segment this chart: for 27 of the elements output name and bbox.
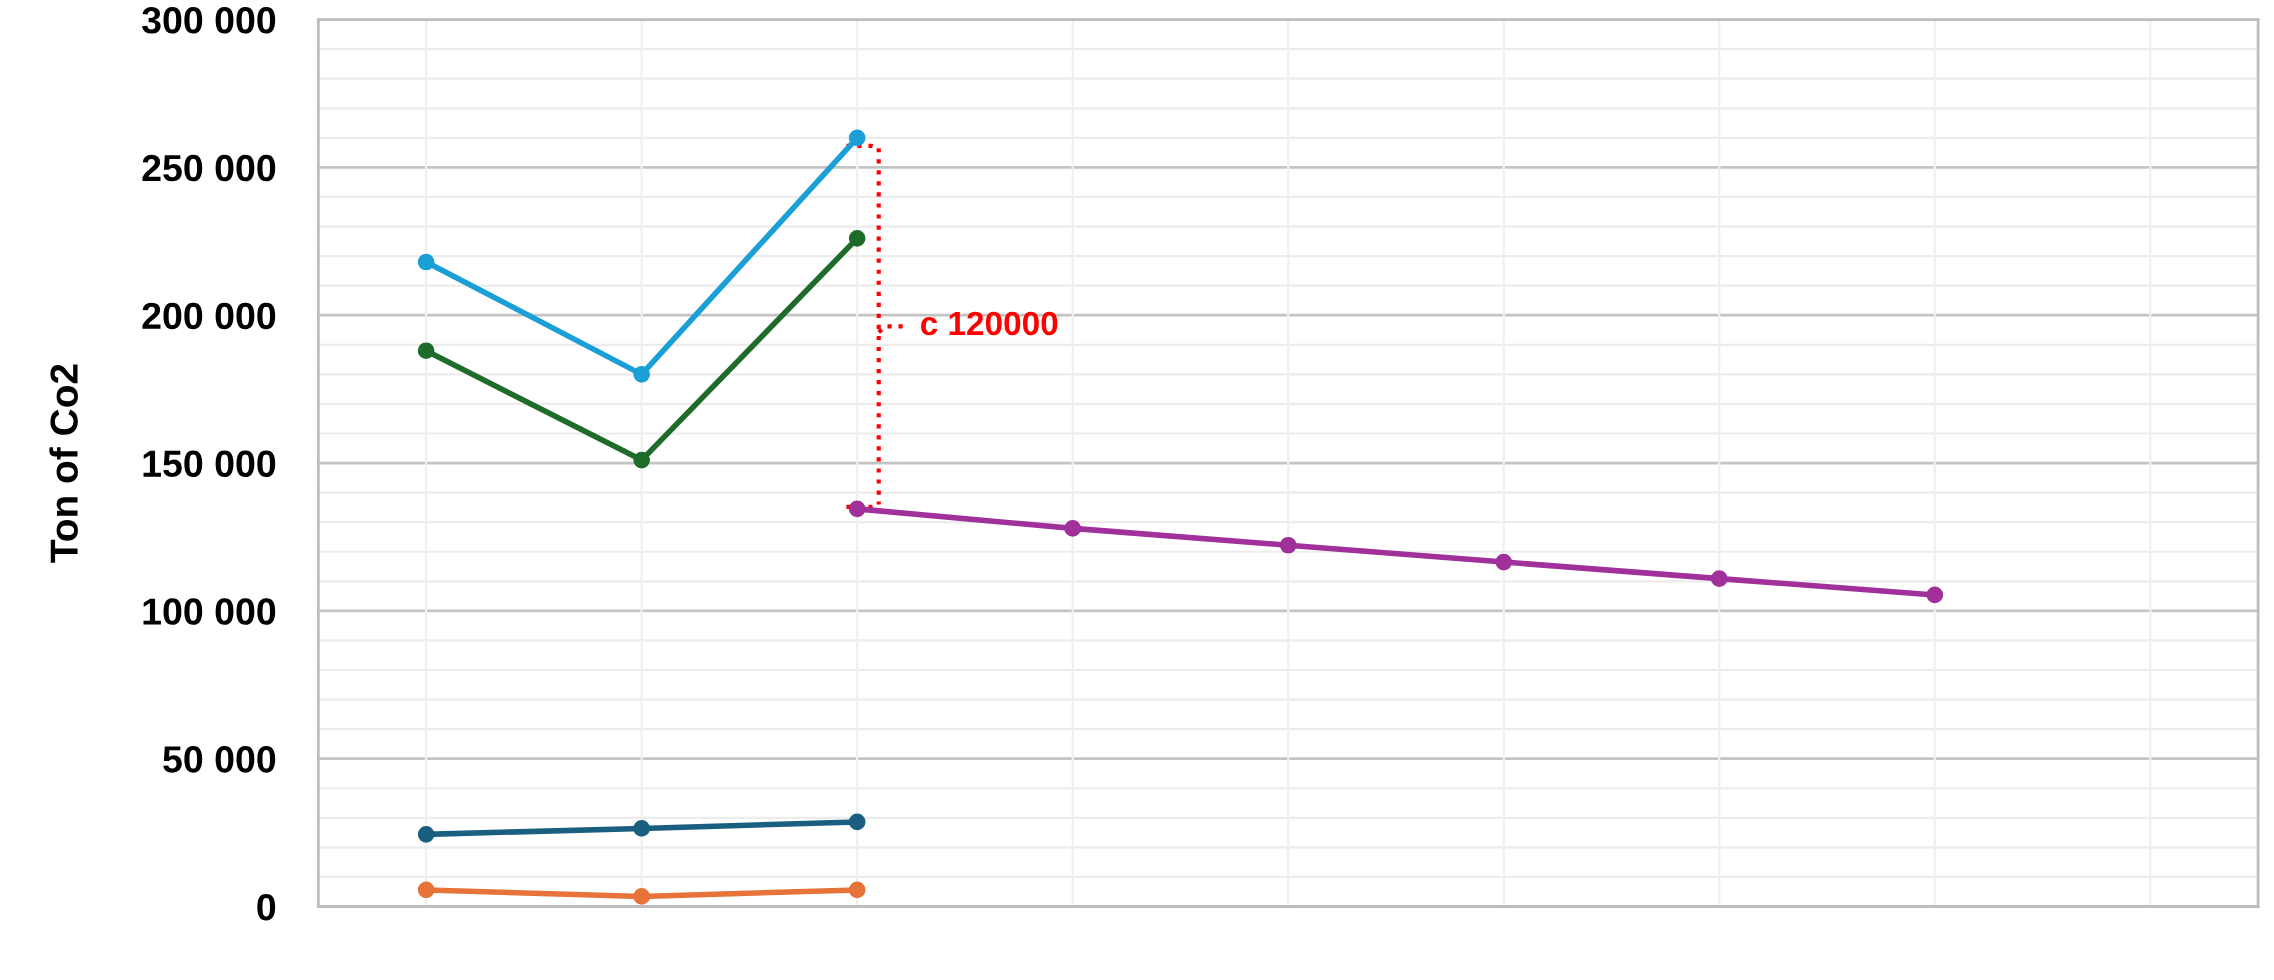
point bbox=[1495, 553, 1513, 571]
y-tick-label: 250 000 bbox=[142, 154, 276, 182]
y-tick-label: 150 000 bbox=[143, 450, 276, 478]
y-tick-label: 100 000 bbox=[143, 598, 276, 625]
point bbox=[633, 820, 650, 837]
point bbox=[417, 881, 435, 899]
point bbox=[633, 888, 650, 905]
y-tick-label: 200 000 bbox=[142, 302, 276, 330]
annotation: c 120000 bbox=[920, 311, 1058, 336]
point bbox=[1064, 520, 1082, 537]
point bbox=[848, 230, 866, 247]
y-tick-label: 300 000 bbox=[142, 7, 276, 34]
point bbox=[633, 366, 650, 383]
point bbox=[633, 451, 650, 469]
point bbox=[417, 826, 435, 843]
point bbox=[848, 129, 866, 147]
point bbox=[1279, 536, 1297, 554]
point bbox=[417, 342, 435, 360]
y-tick-label: 50 000 bbox=[163, 746, 276, 773]
point bbox=[848, 813, 866, 831]
y-tick-label: 0 bbox=[257, 893, 276, 921]
point bbox=[848, 881, 866, 899]
y-axis-title: Ton of Co2 bbox=[49, 364, 78, 563]
point bbox=[417, 253, 435, 271]
point bbox=[848, 500, 866, 518]
point bbox=[1710, 570, 1728, 587]
point bbox=[1926, 586, 1944, 604]
